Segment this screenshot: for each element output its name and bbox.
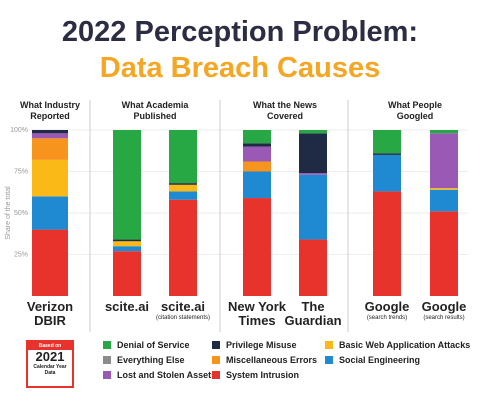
- bar-segment: [299, 130, 327, 134]
- legend-item: Lost and Stolen Assets: [103, 370, 216, 380]
- legend-label: System Intrusion: [226, 370, 300, 380]
- y-tick-label: 50%: [14, 210, 28, 217]
- group-header: What Academia Published: [121, 100, 189, 121]
- bar-segment: [169, 183, 197, 185]
- category-label: Google: [421, 299, 467, 314]
- bar-segment: [113, 130, 141, 240]
- bar-segment: [373, 153, 401, 155]
- category-note: (citation statements): [155, 315, 211, 321]
- legend-item: Denial of Service: [103, 340, 190, 350]
- bar-segment: [243, 198, 271, 296]
- bar-label: Verizon DBIR: [10, 300, 90, 328]
- legend-swatch: [212, 356, 220, 364]
- legend-item: Miscellaneous Errors: [212, 355, 317, 365]
- badge-year: 2021: [35, 349, 65, 364]
- legend-label: Miscellaneous Errors: [226, 355, 318, 365]
- legend-label: Basic Web Application Attacks: [339, 340, 471, 350]
- y-tick-label: 75%: [14, 168, 28, 175]
- group-header: What Industry Reported: [20, 100, 80, 121]
- legend-swatch: [325, 356, 333, 364]
- legend-swatch: [103, 371, 111, 379]
- bar-segment: [243, 146, 271, 162]
- bar-segment: [373, 130, 401, 154]
- bar-label: New York Times: [217, 300, 297, 328]
- legend-label: Denial of Service: [117, 340, 190, 350]
- legend-swatch: [103, 341, 111, 349]
- bar-segment: [299, 133, 327, 174]
- bar-label: Google (search trends): [347, 300, 427, 322]
- y-tick-label: 100%: [10, 127, 28, 134]
- bar-segment: [243, 171, 271, 199]
- group-header: What People Googled: [387, 100, 442, 121]
- y-tick-label: 25%: [14, 251, 28, 258]
- bar-segment: [169, 199, 197, 296]
- bar-segment: [430, 211, 458, 296]
- bar-segment: [32, 159, 68, 197]
- bar-segment: [113, 251, 141, 296]
- legend-label: Privilege Misuse: [226, 340, 297, 350]
- bar-segment: [169, 184, 197, 192]
- legend-label: Social Engineering: [339, 355, 421, 365]
- category-label: Google: [364, 299, 410, 314]
- legend-item: Basic Web Application Attacks: [325, 340, 470, 350]
- badge-line: Based on: [28, 342, 72, 350]
- category-label: scite.ai: [104, 299, 150, 314]
- legend-swatch: [103, 356, 111, 364]
- bar-segment: [373, 154, 401, 192]
- legend-item: Everything Else: [103, 355, 185, 365]
- badge: Based on 2021 Calendar Year Data: [26, 340, 74, 388]
- bar-segment: [430, 133, 458, 189]
- category-note: (search results): [423, 315, 465, 321]
- bar-segment: [430, 189, 458, 212]
- legend-swatch: [212, 341, 220, 349]
- bar-segment: [113, 246, 141, 252]
- bar-label: The Guardian: [273, 300, 353, 328]
- legend-item: Privilege Misuse: [212, 340, 297, 350]
- bar-segment: [32, 229, 68, 296]
- bar-segment: [430, 188, 458, 190]
- category-label: New York Times: [227, 299, 287, 328]
- bar-segment: [243, 143, 271, 147]
- bar-segment: [32, 138, 68, 160]
- bar-segment: [299, 173, 327, 175]
- y-axis-label: Share of the total: [5, 186, 12, 240]
- bar-label: scite.ai (citation statements): [143, 300, 223, 322]
- bar-segment: [169, 130, 197, 184]
- legend-swatch: [325, 341, 333, 349]
- bar-segment: [243, 130, 271, 144]
- category-label: The Guardian: [284, 299, 342, 328]
- bar-segment: [430, 130, 458, 134]
- legend-label: Everything Else: [117, 355, 185, 365]
- legend-item: Social Engineering: [325, 355, 420, 365]
- bar-segment: [299, 174, 327, 240]
- bar-segment: [32, 196, 68, 230]
- bar-segment: [32, 130, 68, 134]
- category-label: Verizon DBIR: [26, 299, 74, 328]
- bar-segment: [373, 191, 401, 296]
- legend-item: System Intrusion: [212, 370, 299, 380]
- bar-segment: [113, 241, 141, 247]
- group-header: What the News Covered: [252, 100, 317, 121]
- category-label: scite.ai: [160, 299, 206, 314]
- badge-line: Calendar Year Data: [33, 364, 67, 376]
- chart-subtitle: Data Breach Causes: [99, 52, 381, 84]
- bar-segment: [113, 239, 141, 242]
- legend-swatch: [212, 371, 220, 379]
- bar-segment: [32, 133, 68, 139]
- category-note: (search trends): [366, 315, 408, 321]
- chart-title: 2022 Perception Problem:: [61, 16, 419, 48]
- bar-segment: [243, 161, 271, 172]
- bar-label: Google (search results): [404, 300, 480, 322]
- bar-segment: [299, 239, 327, 296]
- bar-label: scite.ai: [87, 300, 167, 314]
- legend-label: Lost and Stolen Assets: [117, 370, 217, 380]
- bar-segment: [169, 191, 197, 200]
